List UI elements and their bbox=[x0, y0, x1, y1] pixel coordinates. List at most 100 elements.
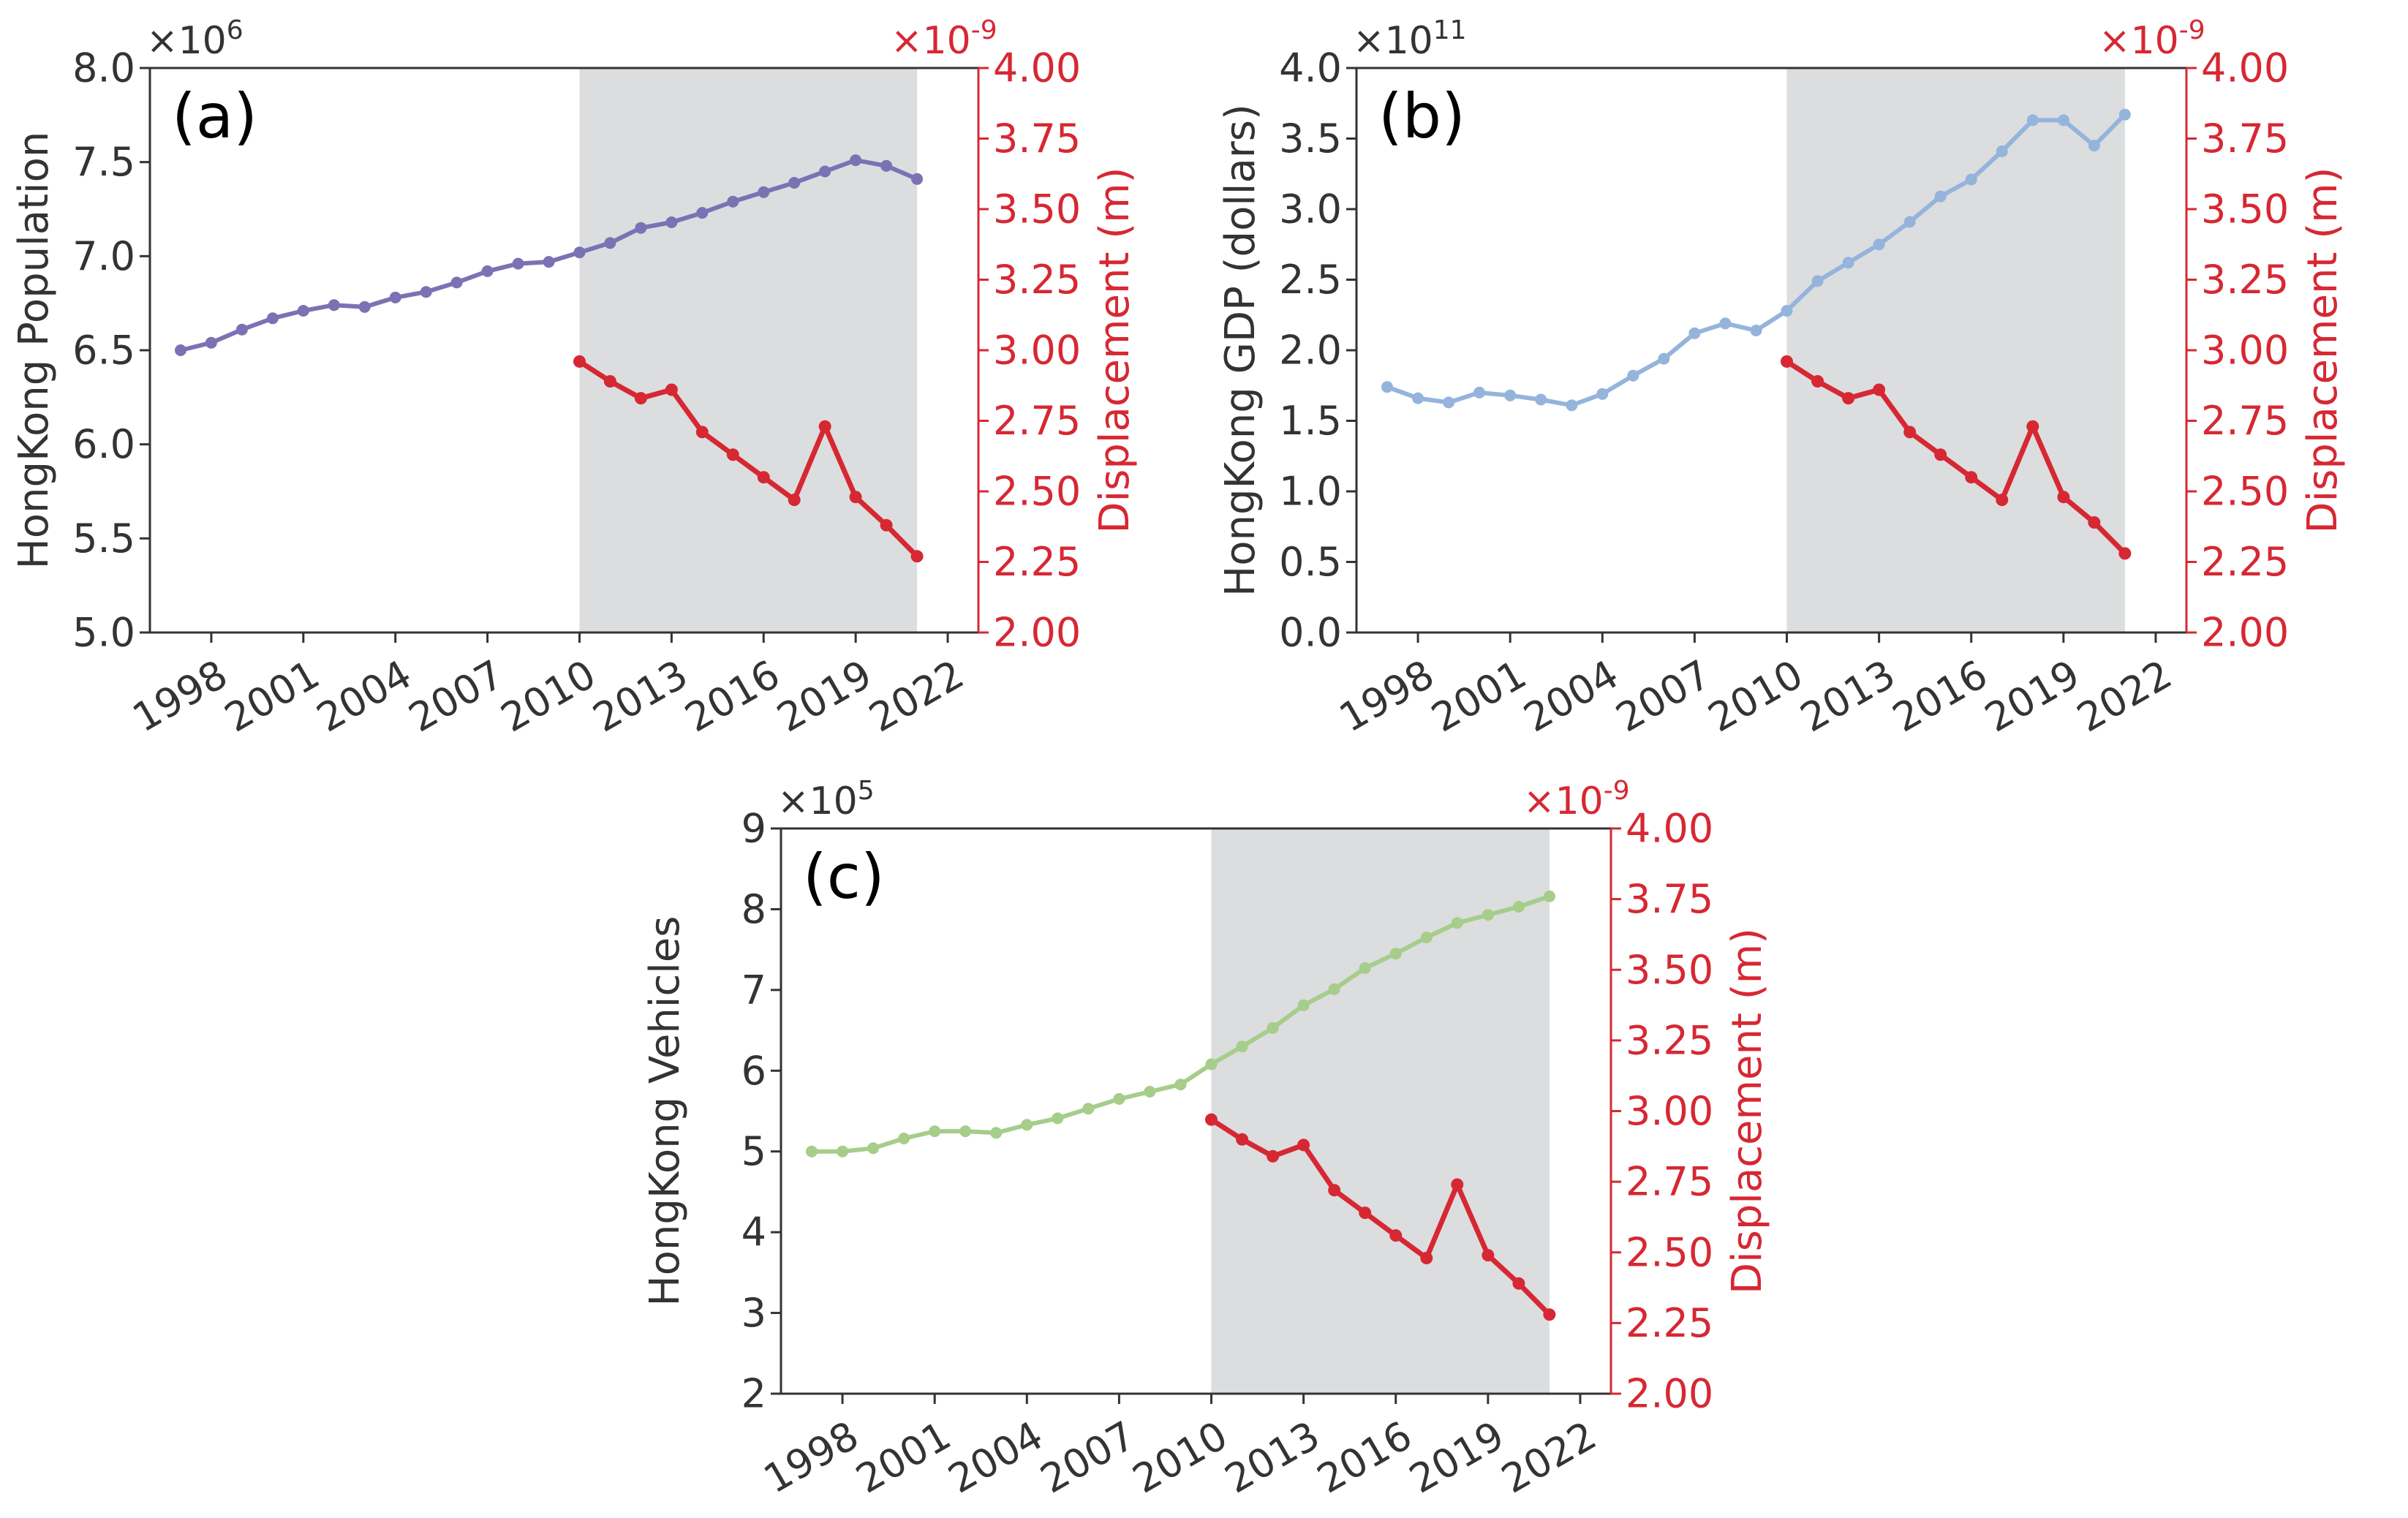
data-point bbox=[1903, 426, 1917, 439]
left-tick-label: 3.0 bbox=[1279, 186, 1342, 233]
series-lines bbox=[806, 890, 1556, 1321]
data-point bbox=[849, 491, 862, 504]
data-point bbox=[1451, 917, 1463, 929]
right-tick-label: 2.25 bbox=[993, 539, 1081, 585]
data-point bbox=[911, 173, 924, 185]
data-point bbox=[1811, 275, 1824, 287]
data-point bbox=[910, 550, 924, 563]
right-multiplier-exponent: -9 bbox=[971, 15, 997, 45]
right-axis-label: Displacement (m) bbox=[1724, 928, 1771, 1294]
data-point bbox=[205, 336, 217, 349]
right-tick-label: 2.75 bbox=[2201, 398, 2289, 444]
left-multiplier-exponent: 11 bbox=[1433, 15, 1467, 45]
data-point bbox=[1420, 932, 1433, 944]
data-point bbox=[1903, 216, 1916, 228]
left-axis-label: HongKong Population bbox=[10, 132, 58, 570]
left-tick-label: 8.0 bbox=[72, 45, 135, 91]
data-point bbox=[1082, 1103, 1095, 1115]
shaded-period bbox=[579, 68, 918, 632]
data-point bbox=[1113, 1092, 1125, 1105]
data-point bbox=[695, 426, 709, 439]
series-lines bbox=[1381, 108, 2132, 560]
data-point bbox=[788, 177, 801, 189]
x-tick-label: 2007 bbox=[401, 651, 512, 741]
data-point bbox=[880, 518, 893, 532]
left-tick-label: 0.0 bbox=[1279, 610, 1342, 656]
right-axis-label: Displacement (m) bbox=[1091, 167, 1139, 533]
right-multiplier-base: ×10 bbox=[1523, 779, 1604, 823]
right-tick-label: 3.00 bbox=[1626, 1088, 1713, 1134]
left-tick-label: 5 bbox=[741, 1128, 766, 1174]
left-multiplier-exponent: 5 bbox=[858, 776, 875, 806]
x-tick-label: 2022 bbox=[861, 651, 972, 741]
left-tick-label: 7.0 bbox=[72, 233, 135, 279]
right-tick-label: 4.00 bbox=[1626, 806, 1713, 852]
x-tick-label: 2016 bbox=[1310, 1412, 1420, 1502]
right-tick-label: 3.50 bbox=[993, 186, 1081, 233]
data-point bbox=[634, 392, 647, 405]
right-tick-label: 3.75 bbox=[993, 116, 1081, 162]
data-point bbox=[959, 1125, 972, 1138]
right-tick-label: 2.50 bbox=[993, 469, 1081, 515]
data-point bbox=[389, 291, 401, 303]
x-tick-label: 1998 bbox=[756, 1412, 867, 1502]
data-point bbox=[1965, 173, 1977, 186]
data-point bbox=[818, 420, 831, 433]
data-point bbox=[297, 305, 309, 317]
panel-label: (b) bbox=[1378, 80, 1465, 152]
data-point bbox=[1205, 1113, 1218, 1126]
left-multiplier-base: ×10 bbox=[777, 779, 858, 823]
x-tick-label: 2007 bbox=[1608, 651, 1718, 741]
data-point bbox=[1052, 1112, 1064, 1125]
right-tick-label: 2.25 bbox=[2201, 539, 2289, 585]
data-point bbox=[1842, 257, 1854, 269]
data-point bbox=[1750, 325, 1762, 336]
right-tick-label: 3.50 bbox=[2201, 186, 2289, 233]
data-point bbox=[543, 256, 555, 268]
right-tick-label: 3.25 bbox=[2201, 257, 2289, 303]
right-tick-label: 3.25 bbox=[993, 257, 1081, 303]
x-tick-label: 2022 bbox=[2069, 651, 2180, 741]
data-point bbox=[1174, 1079, 1187, 1091]
data-point bbox=[1328, 983, 1340, 995]
data-point bbox=[328, 299, 340, 311]
series-lines bbox=[175, 154, 924, 563]
data-point bbox=[929, 1125, 941, 1138]
left-tick-label: 3.5 bbox=[1279, 116, 1342, 162]
data-point bbox=[235, 323, 248, 336]
right-tick-label: 3.75 bbox=[1626, 876, 1713, 922]
data-point bbox=[1443, 396, 1455, 409]
left-tick-label: 6 bbox=[741, 1048, 766, 1094]
x-tick-label: 2004 bbox=[309, 651, 420, 741]
x-tick-label: 2001 bbox=[217, 651, 328, 741]
left-tick-label: 2.5 bbox=[1279, 257, 1342, 303]
data-point bbox=[726, 448, 739, 461]
data-point bbox=[867, 1142, 880, 1155]
right-multiplier-base: ×10 bbox=[891, 19, 971, 63]
data-point bbox=[1236, 1041, 1248, 1053]
data-point bbox=[2026, 420, 2039, 433]
right-tick-label: 2.00 bbox=[2201, 610, 2289, 656]
data-point bbox=[819, 165, 831, 178]
data-point bbox=[1267, 1022, 1279, 1034]
data-point bbox=[635, 222, 647, 234]
right-tick-label: 3.50 bbox=[1626, 947, 1713, 993]
right-multiplier-exponent: -9 bbox=[1604, 776, 1630, 806]
data-point bbox=[1021, 1119, 1033, 1131]
data-point bbox=[1451, 1178, 1464, 1191]
right-axis-multiplier: ×10-9 bbox=[891, 15, 997, 63]
left-tick-label: 4.0 bbox=[1279, 45, 1342, 91]
left-tick-label: 7 bbox=[741, 967, 766, 1013]
x-tick-label: 2022 bbox=[1494, 1412, 1604, 1502]
right-tick-label: 3.00 bbox=[2201, 328, 2289, 374]
x-tick-label: 2007 bbox=[1033, 1412, 1143, 1502]
x-tick-label: 2013 bbox=[1218, 1412, 1328, 1502]
data-point bbox=[1965, 471, 1978, 484]
right-axis-multiplier: ×10-9 bbox=[1523, 776, 1630, 823]
data-point bbox=[1381, 381, 1393, 393]
right-multiplier-exponent: -9 bbox=[2179, 15, 2205, 45]
data-point bbox=[990, 1127, 1003, 1139]
